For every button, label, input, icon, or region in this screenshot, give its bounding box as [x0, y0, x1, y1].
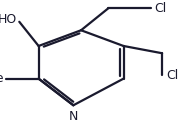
- Text: N: N: [69, 110, 78, 121]
- Text: Cl: Cl: [154, 2, 167, 15]
- Text: HO: HO: [0, 13, 17, 26]
- Text: Cl: Cl: [166, 68, 178, 82]
- Text: Me: Me: [0, 72, 4, 85]
